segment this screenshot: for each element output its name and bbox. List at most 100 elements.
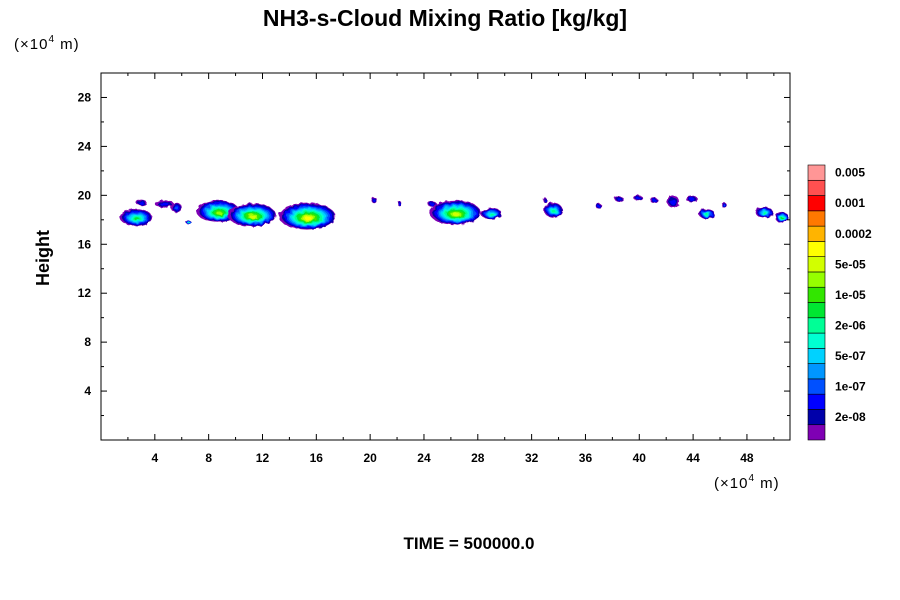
x-tick-label: 36 xyxy=(579,451,593,465)
y-tick-label: 20 xyxy=(78,188,92,202)
colorbar-swatch xyxy=(807,302,826,319)
cloud-cell xyxy=(185,220,192,225)
colorbar-swatch xyxy=(807,393,826,410)
cloud-cell xyxy=(119,208,153,226)
colorbar-label: 5e-05 xyxy=(835,257,866,271)
cloud-contour xyxy=(763,212,767,215)
x-tick-label: 16 xyxy=(310,451,324,465)
cloud-contour xyxy=(489,213,494,216)
x-tick-label: 48 xyxy=(740,451,754,465)
cloud-cell xyxy=(596,203,602,210)
colorbar-swatch xyxy=(807,317,826,334)
cloud-cell xyxy=(429,200,481,225)
x-axis: 4 8 12 16 20 24 28 32 36 40 44 48 xyxy=(127,73,775,465)
cloud-cell xyxy=(543,197,548,203)
cloud-contour xyxy=(188,222,190,224)
colorbar-label: 2e-08 xyxy=(835,410,866,424)
x-tick-label: 4 xyxy=(151,451,158,465)
colorbar-label: 0.001 xyxy=(835,196,865,210)
cloud-contour xyxy=(249,215,257,219)
cloud-contour xyxy=(705,213,709,216)
colorbar-label: 5e-07 xyxy=(835,349,866,363)
cloud-contour xyxy=(430,203,435,206)
cloud-cell xyxy=(480,208,503,220)
cloud-field xyxy=(119,195,789,230)
y-axis-unit: (×104 m) xyxy=(14,34,80,53)
colorbar-swatch xyxy=(807,424,826,441)
cloud-contour xyxy=(139,201,145,205)
time-label: TIME = 500000.0 xyxy=(404,534,535,553)
cloud-contour xyxy=(551,209,556,213)
cloud-contour xyxy=(134,217,140,221)
colorbar-swatch xyxy=(807,271,826,288)
cloud-contour xyxy=(160,202,169,206)
cloud-cell xyxy=(614,196,624,202)
cloud-cell xyxy=(278,202,336,230)
cloud-contour xyxy=(304,216,312,220)
cloud-contour xyxy=(781,217,784,220)
cloud-contour xyxy=(174,206,179,210)
colorbar-swatch xyxy=(807,210,826,227)
x-tick-label: 24 xyxy=(417,451,431,465)
x-tick-label: 28 xyxy=(471,451,485,465)
colorbar-swatch xyxy=(807,378,826,395)
cloud-cell xyxy=(227,203,276,227)
colorbar-swatch xyxy=(807,348,826,364)
colorbar-swatch xyxy=(807,179,826,196)
plot-frame xyxy=(100,72,791,441)
colorbar-swatch xyxy=(807,363,826,380)
colorbar-swatch xyxy=(807,286,826,303)
y-tick-label: 16 xyxy=(78,237,92,251)
cloud-cell xyxy=(698,208,715,219)
x-tick-label: 40 xyxy=(633,451,647,465)
colorbar: 2e-08 1e-07 5e-07 2e-06 1e-05 5e-05 0.0002 0.00… xyxy=(807,164,872,441)
colorbar-label: 1e-05 xyxy=(835,288,866,302)
cloud-cell xyxy=(371,197,377,204)
cloud-contour xyxy=(398,203,401,206)
colorbar-swatch xyxy=(807,164,826,181)
cloud-contour xyxy=(670,199,676,205)
y-tick-label: 8 xyxy=(84,335,91,349)
cloud-cell xyxy=(170,202,182,213)
y-tick-label: 28 xyxy=(78,90,92,104)
cloud-contour xyxy=(597,205,601,209)
x-tick-label: 20 xyxy=(363,451,377,465)
cloud-contour xyxy=(216,211,223,215)
colorbar-swatch xyxy=(807,332,826,349)
colorbar-swatch xyxy=(807,241,826,257)
cloud-contour xyxy=(689,198,695,201)
cloud-cell xyxy=(427,201,437,207)
colorbar-swatch xyxy=(807,256,826,273)
cloud-contour xyxy=(617,198,622,201)
y-tick-label: 12 xyxy=(78,286,92,300)
cloud-contour xyxy=(373,199,376,202)
cloud-cell xyxy=(543,202,563,218)
cloud-cell xyxy=(685,195,698,203)
x-unit-suffix: m) xyxy=(755,475,780,492)
cloud-contour xyxy=(544,199,547,202)
colorbar-label: 0.005 xyxy=(835,166,865,180)
cloud-cell xyxy=(650,197,659,203)
y-unit-exponent: 4 xyxy=(48,34,55,45)
colorbar-label: 1e-07 xyxy=(835,380,866,394)
cloud-cell xyxy=(633,195,643,201)
chart-title: NH3-s-Cloud Mixing Ratio [kg/kg] xyxy=(263,5,627,31)
y-unit-suffix: m) xyxy=(55,36,80,53)
x-tick-label: 44 xyxy=(686,451,700,465)
colorbar-label: 2e-06 xyxy=(835,318,866,332)
cloud-cell xyxy=(775,211,789,223)
cloud-cell xyxy=(135,199,147,206)
x-tick-label: 8 xyxy=(205,451,212,465)
cloud-cell xyxy=(666,195,679,208)
y-tick-label: 4 xyxy=(84,384,91,398)
x-tick-label: 32 xyxy=(525,451,539,465)
x-axis-unit: (×104 m) xyxy=(714,473,780,492)
cloud-contour xyxy=(636,196,641,200)
cloud-cell xyxy=(196,200,240,223)
cloud-cell xyxy=(721,202,727,208)
colorbar-swatch xyxy=(807,195,826,212)
cloud-cell xyxy=(397,201,402,207)
colorbar-label: 0.0002 xyxy=(835,227,872,241)
